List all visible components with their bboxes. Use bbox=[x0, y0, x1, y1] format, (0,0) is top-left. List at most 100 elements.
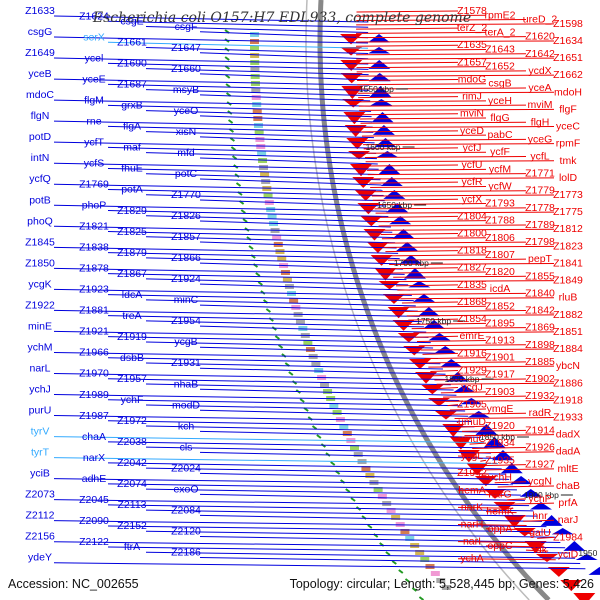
gene-label[interactable]: Z1788 bbox=[485, 215, 515, 227]
gene-label[interactable]: yceO bbox=[174, 105, 199, 117]
gene-label[interactable]: ycfT bbox=[84, 136, 104, 148]
gene-label[interactable]: Z1807 bbox=[485, 249, 515, 261]
gene-label[interactable]: Z1926 bbox=[525, 441, 555, 453]
gene-label[interactable]: Z1895 bbox=[485, 317, 515, 329]
gene-label[interactable]: tdk bbox=[533, 544, 548, 556]
gene-label[interactable]: msyB bbox=[173, 84, 199, 96]
gene-label[interactable]: potD bbox=[29, 131, 52, 143]
gene-label[interactable]: Z1827 bbox=[457, 262, 487, 274]
gene-label[interactable]: Z2045 bbox=[79, 494, 109, 506]
gene-label[interactable]: Z1913 bbox=[485, 334, 515, 346]
gene-label[interactable]: terZ_2 bbox=[457, 22, 488, 34]
gene-label[interactable]: Z1866 bbox=[171, 252, 201, 264]
gene-label[interactable]: Z1578 bbox=[457, 5, 487, 17]
gene-label[interactable]: Z1984 bbox=[553, 531, 583, 543]
gene-label[interactable]: modD bbox=[172, 399, 200, 411]
gene-label[interactable]: xisN bbox=[176, 126, 196, 138]
gene-label[interactable]: ydeY bbox=[28, 552, 52, 564]
gene-label[interactable]: Z1647 bbox=[171, 42, 201, 54]
gene-label[interactable]: Z1818 bbox=[457, 245, 487, 257]
gene-label[interactable]: Z1921 bbox=[79, 326, 109, 338]
gene-label[interactable]: rpmE2 bbox=[485, 9, 516, 21]
gene-label[interactable]: narJ bbox=[558, 514, 578, 526]
gene-label[interactable]: chaA bbox=[82, 431, 106, 443]
gene-label[interactable]: Z1918 bbox=[553, 394, 583, 406]
gene-label[interactable]: Z2084 bbox=[171, 504, 201, 516]
gene-label[interactable]: yciD bbox=[558, 548, 579, 560]
gene-label[interactable]: Z1829 bbox=[117, 205, 147, 217]
gene-label[interactable]: oppC bbox=[487, 540, 513, 552]
gene-label[interactable]: phoP bbox=[82, 200, 107, 212]
gene-label[interactable]: ycgJ bbox=[461, 382, 483, 394]
gene-label[interactable]: radR bbox=[529, 407, 552, 419]
gene-label[interactable]: fhuE bbox=[121, 163, 143, 175]
gene-label[interactable]: Z1954 bbox=[171, 315, 201, 327]
gene-label[interactable]: narI bbox=[463, 536, 481, 548]
gene-label[interactable]: Z1970 bbox=[79, 368, 109, 380]
gene-label[interactable]: Z2038 bbox=[117, 436, 147, 448]
gene-label[interactable]: pepT bbox=[528, 253, 553, 265]
gene-label[interactable]: minE bbox=[28, 320, 52, 332]
gene-label[interactable]: Z1929 bbox=[457, 364, 487, 376]
gene-label[interactable]: Z1850 bbox=[25, 257, 55, 269]
gene-label[interactable]: ychA bbox=[460, 553, 483, 565]
gene-label[interactable]: Z1775 bbox=[553, 206, 583, 218]
gene-label[interactable]: icdA bbox=[490, 283, 510, 295]
gene-label[interactable]: ycfM bbox=[489, 163, 511, 175]
gene-label[interactable]: Z1924 bbox=[171, 273, 201, 285]
gene-label[interactable]: ychP bbox=[528, 493, 551, 505]
gene-label[interactable]: Z1624 bbox=[79, 10, 109, 22]
gene-label[interactable]: ycgK bbox=[28, 278, 51, 290]
gene-label[interactable]: treA bbox=[122, 310, 141, 322]
gene-label[interactable]: csgE bbox=[120, 16, 143, 28]
gene-label[interactable]: hemK bbox=[486, 506, 513, 518]
gene-label[interactable]: Z2120 bbox=[171, 525, 201, 537]
gene-label[interactable]: flgH bbox=[531, 116, 550, 128]
gene-label[interactable]: Z1903 bbox=[485, 386, 515, 398]
gene-label[interactable]: ycfL bbox=[530, 150, 549, 162]
gene-label[interactable]: Z1773 bbox=[553, 189, 583, 201]
gene-label[interactable]: yceB bbox=[28, 68, 51, 80]
gene-label[interactable]: flgA bbox=[123, 121, 141, 133]
gene-label[interactable]: Z1835 bbox=[457, 279, 487, 291]
gene-label[interactable]: ftrA bbox=[124, 541, 140, 553]
gene-label[interactable]: Z1826 bbox=[171, 210, 201, 222]
gene-label[interactable]: Z1923 bbox=[79, 284, 109, 296]
gene-label[interactable]: ycfR bbox=[462, 176, 483, 188]
gene-label[interactable]: csgB bbox=[488, 78, 511, 90]
gene-label[interactable]: Z1690 bbox=[117, 58, 147, 70]
gene-label[interactable]: Z1840 bbox=[525, 287, 555, 299]
gene-label[interactable]: Z1643 bbox=[485, 44, 515, 56]
gene-label[interactable]: Z1855 bbox=[525, 270, 555, 282]
gene-label[interactable]: umuD bbox=[458, 416, 486, 428]
gene-label[interactable]: yciB bbox=[30, 468, 50, 480]
gene-label[interactable]: potC bbox=[175, 168, 198, 180]
gene-label[interactable]: Z1916 bbox=[457, 347, 487, 359]
gene-label[interactable]: mdoH bbox=[554, 86, 582, 98]
gene-label[interactable]: Z1857 bbox=[171, 231, 201, 243]
gene-label[interactable]: Z1620 bbox=[525, 31, 555, 43]
gene-label[interactable]: Z2042 bbox=[117, 457, 147, 469]
gene-label[interactable]: narH bbox=[461, 518, 484, 530]
gene-label[interactable]: tyrT bbox=[31, 447, 50, 459]
gene-label[interactable]: Z1842 bbox=[525, 305, 555, 317]
gene-label[interactable]: ldcA bbox=[122, 289, 142, 301]
gene-label[interactable]: ychF bbox=[121, 394, 144, 406]
gene-label[interactable]: Z1932 bbox=[525, 390, 555, 402]
gene-label[interactable]: narL bbox=[29, 362, 50, 374]
gene-label[interactable]: Z1841 bbox=[553, 257, 583, 269]
gene-label[interactable]: phoQ bbox=[27, 215, 53, 227]
gene-label[interactable]: intN bbox=[31, 152, 50, 164]
gene-label[interactable]: Z1770 bbox=[171, 189, 201, 201]
gene-label[interactable]: Z1657 bbox=[457, 56, 487, 68]
gene-label[interactable]: ychM bbox=[27, 341, 52, 353]
gene-label[interactable]: Z1854 bbox=[457, 313, 487, 325]
gene-label[interactable]: grxB bbox=[121, 100, 143, 112]
gene-label[interactable]: ureD_2 bbox=[523, 14, 558, 26]
gene-label[interactable]: Z1867 bbox=[117, 268, 147, 280]
gene-label[interactable]: Z2113 bbox=[118, 499, 147, 511]
gene-label[interactable]: Z1869 bbox=[525, 322, 555, 334]
gene-label[interactable]: mdoG bbox=[458, 73, 487, 85]
gene-label[interactable]: Z1635 bbox=[457, 39, 487, 51]
gene-label[interactable]: Z1927 bbox=[525, 459, 555, 471]
